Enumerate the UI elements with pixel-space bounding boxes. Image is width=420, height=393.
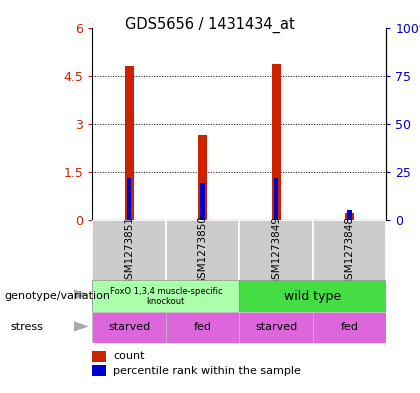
Text: stress: stress [10,322,43,332]
Text: GSM1273851: GSM1273851 [124,215,134,286]
Text: wild type: wild type [284,290,341,303]
Bar [272,64,281,220]
Text: fed: fed [341,322,359,332]
Bar [239,280,386,312]
Bar [347,211,352,220]
Bar [166,220,239,281]
Bar [92,312,166,343]
Text: FoxO 1,3,4 muscle-specific
knockout: FoxO 1,3,4 muscle-specific knockout [110,286,222,306]
Polygon shape [74,321,89,332]
Bar [313,312,386,343]
Bar [92,280,239,312]
Bar [313,220,386,281]
Bar [92,365,106,376]
Text: starved: starved [255,322,297,332]
Text: starved: starved [108,322,150,332]
Text: count: count [113,351,144,362]
Bar [274,178,278,220]
Bar [200,184,205,220]
Text: genotype/variation: genotype/variation [4,290,110,301]
Bar [198,135,207,220]
Bar [127,178,131,220]
Bar [345,213,354,220]
Bar [92,220,166,281]
Bar [92,351,106,362]
Text: fed: fed [194,322,212,332]
Text: GDS5656 / 1431434_at: GDS5656 / 1431434_at [125,17,295,33]
Bar [239,312,313,343]
Polygon shape [74,289,89,300]
Bar [125,66,134,220]
Bar [239,220,313,281]
Bar [166,312,239,343]
Text: GSM1273850: GSM1273850 [198,216,207,285]
Text: GSM1273848: GSM1273848 [345,215,354,286]
Text: GSM1273849: GSM1273849 [271,215,281,286]
Text: percentile rank within the sample: percentile rank within the sample [113,365,301,376]
